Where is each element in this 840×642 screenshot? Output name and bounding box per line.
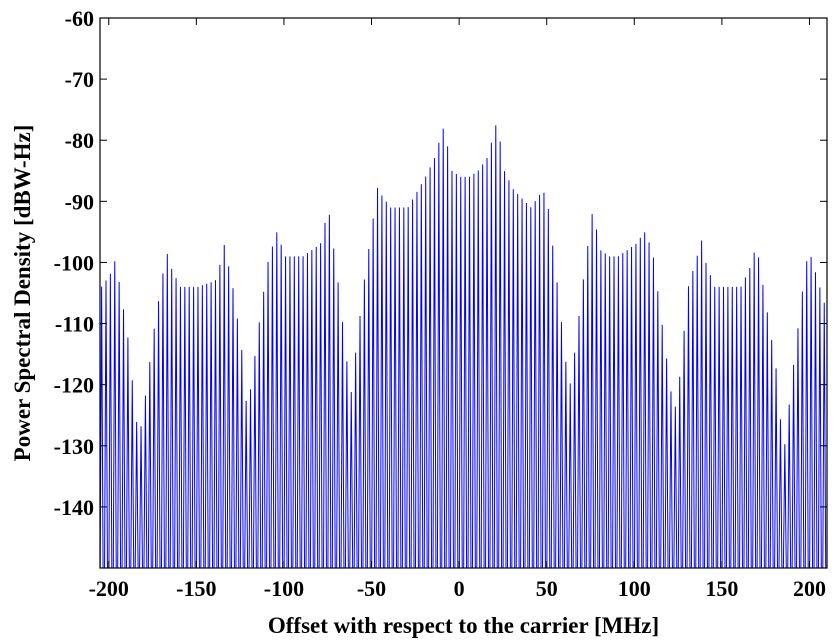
y-tick-label: -130	[54, 434, 94, 459]
y-tick-label: -70	[65, 67, 94, 92]
x-tick-label: 0	[454, 576, 465, 601]
x-tick-label: -200	[89, 576, 129, 601]
x-tick-label: -50	[357, 576, 386, 601]
x-tick-label: -100	[264, 576, 304, 601]
y-tick-label: -60	[65, 6, 94, 31]
y-axis: -60 -70 -80 -90 -100 -110 -120 -130 -140	[54, 6, 827, 520]
x-tick-label: 200	[793, 576, 826, 601]
y-tick-label: -140	[54, 495, 94, 520]
y-tick-label: -80	[65, 128, 94, 153]
y-tick-label: -120	[54, 373, 94, 398]
x-tick-label: 100	[618, 576, 651, 601]
x-tick-label: -150	[176, 576, 216, 601]
axes-frame	[99, 17, 828, 569]
y-tick-label: -100	[54, 250, 94, 275]
plot-area	[99, 125, 827, 569]
y-tick-label: -110	[55, 312, 94, 337]
x-tick-label: 150	[705, 576, 738, 601]
y-tick-label: -90	[65, 189, 94, 214]
y-axis-label: Power Spectral Density [dBW-Hz]	[10, 125, 35, 462]
psd-series-line	[99, 125, 827, 569]
x-tick-label: 50	[536, 576, 558, 601]
x-axis: -200 -150 -100 -50 0 50 100 150 200	[89, 18, 826, 601]
x-axis-label: Offset with respect to the carrier [MHz]	[268, 613, 659, 638]
